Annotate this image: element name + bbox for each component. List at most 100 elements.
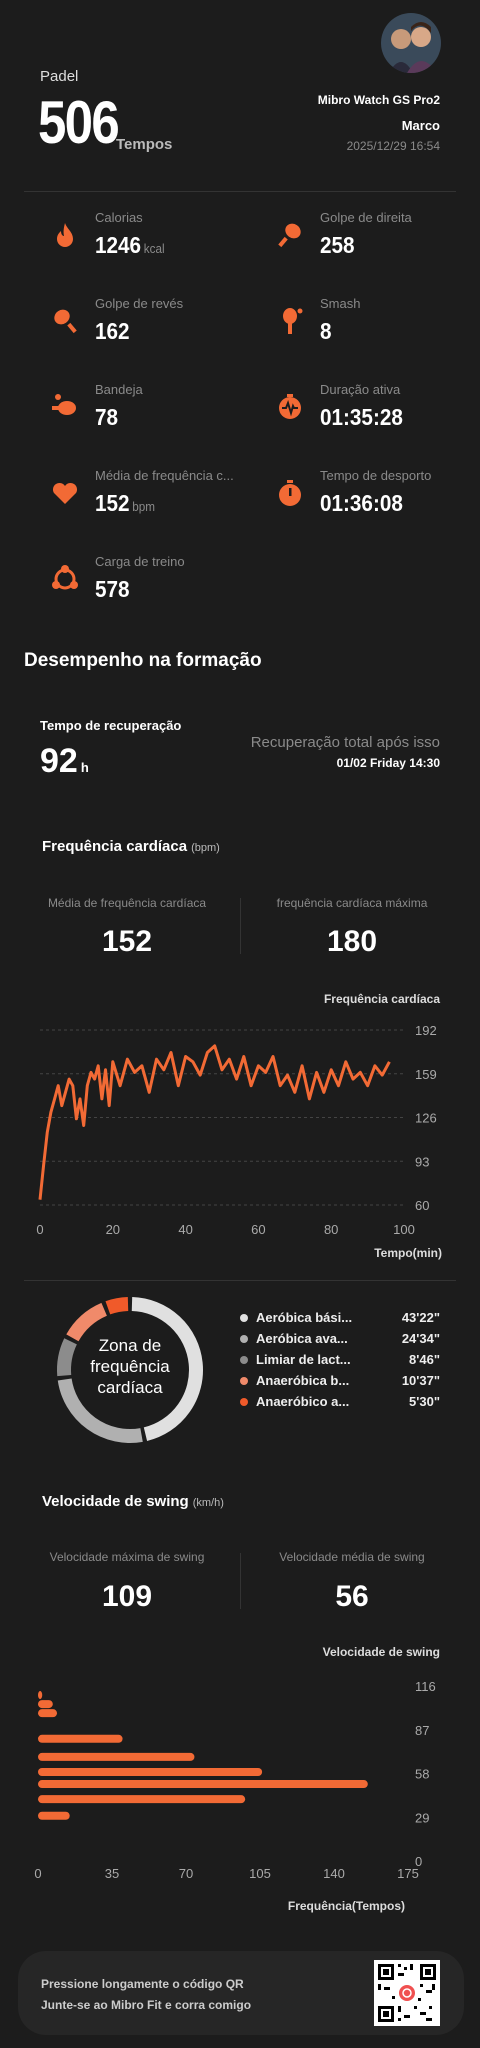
swing-bar <box>38 1691 43 1700</box>
stat-value: 8 <box>320 318 332 344</box>
x-tick-label: 40 <box>178 1222 192 1237</box>
x-tick-label: 100 <box>393 1222 415 1237</box>
zone-dot <box>240 1377 248 1385</box>
zone-dot <box>240 1314 248 1322</box>
share-card[interactable]: Pressione longamente o código QR Junte-s… <box>18 1951 464 2035</box>
racket-backhand-icon <box>54 309 77 334</box>
x-tick-label: 105 <box>249 1866 271 1881</box>
total-strokes: 506 <box>38 89 120 156</box>
zone-arc-4 <box>66 1302 108 1342</box>
hr-max-label: frequência cardíaca máxima <box>276 896 428 910</box>
zone-arc-3 <box>57 1338 77 1377</box>
x-tick-label: 80 <box>324 1222 338 1237</box>
zone-time: 5'30" <box>409 1394 440 1409</box>
swing-bar <box>38 1709 58 1718</box>
zone-dot <box>240 1398 248 1406</box>
avatar[interactable] <box>381 13 441 73</box>
swing-avg-value: 56 <box>335 1580 369 1613</box>
full-recovery-label: Recuperação total após isso <box>250 734 440 751</box>
x-tick-label: 0 <box>36 1222 43 1237</box>
stat-label: Carga de treino <box>95 554 185 569</box>
stat-label: Média de frequência c... <box>95 468 234 483</box>
zone-name: Aeróbica bási... <box>256 1310 353 1325</box>
divider <box>240 898 241 954</box>
stat-value: 01:35:28 <box>320 404 403 430</box>
y-tick-label: 93 <box>415 1154 429 1169</box>
stat-unit: bpm <box>132 499 156 514</box>
zone-name: Anaeróbico a... <box>256 1394 350 1409</box>
full-recovery-date: 01/02 Friday 14:30 <box>336 756 440 770</box>
zone-item: Aeróbica bási... 43'22" <box>240 1310 440 1325</box>
active-duration-icon <box>279 394 301 419</box>
session-datetime: 2025/12/29 16:54 <box>346 139 440 153</box>
hr-zone-donut <box>57 1297 203 1443</box>
zone-arc-2 <box>57 1378 143 1443</box>
qr-code-icon[interactable] <box>374 1960 440 2026</box>
swing-bar <box>38 1795 246 1804</box>
stat-label: Golpe de direita <box>320 210 412 225</box>
divider <box>240 1553 241 1609</box>
swing-bar <box>38 1767 263 1776</box>
zone-item: Aeróbica ava... 24'34" <box>240 1331 440 1346</box>
y-tick-label: 60 <box>415 1198 429 1213</box>
total-strokes-unit: Tempos <box>116 136 173 153</box>
swing-avg-label: Velocidade média de swing <box>279 1550 425 1564</box>
x-axis-label: Tempo(min) <box>374 1246 442 1260</box>
zone-item: Limiar de lact... 8'46" <box>240 1352 440 1367</box>
zone-item: Anaeróbica b... 10'37" <box>240 1373 440 1388</box>
stat-value: 578 <box>95 576 130 602</box>
section-title-performance: Desempenho na formação <box>24 650 262 671</box>
zone-dot <box>240 1335 248 1343</box>
recovery-label: Tempo de recuperação <box>40 718 182 733</box>
divider <box>24 1280 456 1281</box>
stat-value: 01:36:08 <box>320 490 403 516</box>
swing-speed-chart: Velocidade de swing 116 87 58 29 0 0 35 70 105 140… <box>34 1645 440 1913</box>
smash-icon <box>283 308 303 334</box>
user-name: Marco <box>401 118 440 133</box>
zone-arc-5 <box>105 1297 129 1315</box>
recovery-value: 92 h <box>40 742 89 780</box>
stat-label: Bandeja <box>95 382 143 397</box>
swing-bar <box>38 1734 123 1743</box>
x-tick-label: 0 <box>34 1866 41 1881</box>
x-tick-label: 140 <box>323 1866 345 1881</box>
zone-center-label: Zona de frequência cardíaca <box>90 1336 170 1397</box>
flame-icon <box>57 223 73 247</box>
swing-bar <box>38 1700 53 1709</box>
x-axis-label: Frequência(Tempos) <box>288 1899 405 1913</box>
racket-icon <box>278 223 301 248</box>
stat-value: 152 bpm <box>95 490 156 516</box>
x-tick-label: 175 <box>397 1866 419 1881</box>
stat-label: Golpe de revés <box>95 296 184 311</box>
x-tick-label: 20 <box>106 1222 120 1237</box>
stat-label: Duração ativa <box>320 382 401 397</box>
y-axis-label: Frequência cardíaca <box>324 992 440 1006</box>
zone-name: Anaeróbica b... <box>256 1373 350 1388</box>
zone-name: Limiar de lact... <box>256 1352 351 1367</box>
zone-name: Aeróbica ava... <box>256 1331 348 1346</box>
x-tick-label: 60 <box>251 1222 265 1237</box>
stat-value: 258 <box>320 232 355 258</box>
divider <box>24 191 456 192</box>
y-axis-label: Velocidade de swing <box>323 1645 440 1659</box>
hr-max-value: 180 <box>326 925 378 958</box>
swing-title: Velocidade de swing (km/h) <box>42 1493 224 1510</box>
x-tick-label: 70 <box>179 1866 193 1881</box>
y-tick-label: 87 <box>415 1723 429 1738</box>
swing-max-label: Velocidade máxima de swing <box>49 1550 205 1564</box>
zone-time: 10'37" <box>401 1373 440 1388</box>
training-load-icon <box>52 565 78 590</box>
stat-value: 162 <box>95 318 130 344</box>
stat-value: 78 <box>95 404 119 430</box>
y-tick-label: 29 <box>415 1810 429 1825</box>
swing-bar <box>38 1811 70 1820</box>
zone-item: Anaeróbico a... 5'30" <box>240 1394 440 1409</box>
hr-series-line <box>38 1044 391 1200</box>
device-name: Mibro Watch GS Pro2 <box>317 93 440 107</box>
stopwatch-icon <box>279 480 301 506</box>
zone-dot <box>240 1356 248 1364</box>
heart-icon <box>52 482 78 504</box>
sport-name: Padel <box>40 68 79 85</box>
hr-avg-value: 152 <box>101 925 153 958</box>
bandeja-icon <box>52 394 76 415</box>
